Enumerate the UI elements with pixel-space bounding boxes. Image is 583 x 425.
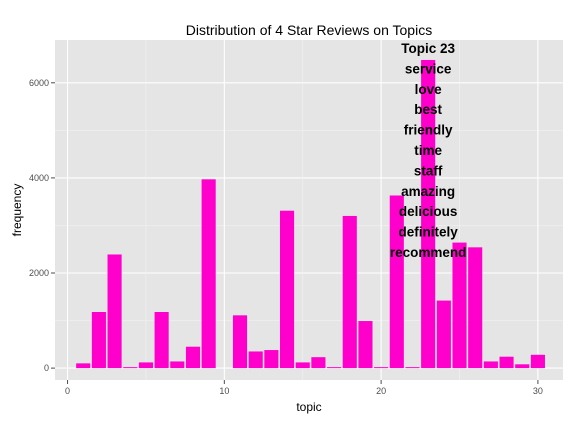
annotation-word: definitely bbox=[399, 225, 459, 240]
bars bbox=[76, 59, 545, 369]
bar bbox=[342, 215, 357, 369]
annotation-word: delicious bbox=[399, 204, 458, 219]
bar bbox=[295, 362, 310, 369]
bar bbox=[468, 247, 483, 369]
bar bbox=[452, 242, 467, 369]
bar bbox=[154, 312, 169, 369]
x-axis: 0 10 20 30 bbox=[65, 380, 543, 396]
annotation-word: friendly bbox=[404, 123, 453, 138]
bar bbox=[389, 195, 404, 369]
annotation-word: amazing bbox=[401, 184, 455, 199]
bar bbox=[530, 354, 545, 369]
bar bbox=[436, 300, 451, 369]
x-tick-label: 20 bbox=[376, 386, 386, 396]
bar bbox=[483, 361, 498, 369]
y-tick-label: 4000 bbox=[29, 173, 49, 183]
bar bbox=[107, 254, 122, 369]
x-tick-label: 0 bbox=[65, 386, 70, 396]
bar bbox=[279, 210, 295, 369]
plot-panel bbox=[55, 40, 563, 380]
y-tick-label: 0 bbox=[44, 363, 49, 373]
bar bbox=[91, 312, 106, 369]
bar bbox=[232, 315, 248, 369]
annotation-word: Topic 23 bbox=[401, 41, 455, 56]
annotation-word: recommend bbox=[390, 245, 467, 260]
annotation-word: best bbox=[414, 102, 442, 117]
annotation-word: service bbox=[405, 61, 452, 76]
bar bbox=[405, 367, 420, 369]
y-tick-label: 2000 bbox=[29, 268, 49, 278]
bar bbox=[358, 321, 373, 369]
bar bbox=[76, 363, 91, 369]
annotation-word: time bbox=[414, 143, 442, 158]
bar bbox=[499, 356, 514, 369]
x-tick-label: 10 bbox=[219, 386, 229, 396]
annotation-word: love bbox=[415, 82, 443, 97]
bar bbox=[170, 361, 185, 369]
bar bbox=[201, 179, 216, 369]
x-axis-title: topic bbox=[296, 400, 321, 414]
y-tick-label: 6000 bbox=[29, 78, 49, 88]
bar bbox=[185, 346, 201, 369]
bar bbox=[138, 362, 153, 369]
bar bbox=[311, 357, 326, 369]
bar bbox=[123, 367, 138, 369]
bar bbox=[374, 367, 389, 369]
y-axis: 0 2000 4000 6000 bbox=[29, 78, 55, 373]
x-tick-label: 30 bbox=[533, 386, 543, 396]
y-axis-title: frequency bbox=[10, 184, 24, 237]
bar bbox=[327, 367, 342, 369]
bar bbox=[421, 59, 436, 369]
bar bbox=[264, 350, 279, 369]
chart-title: Distribution of 4 Star Reviews on Topics bbox=[186, 22, 432, 38]
bar bbox=[515, 364, 530, 369]
annotation-word: staff bbox=[414, 163, 443, 178]
bar bbox=[248, 351, 263, 369]
topic-annotation: Topic 23 service love best friendly time staff… bbox=[390, 41, 467, 260]
